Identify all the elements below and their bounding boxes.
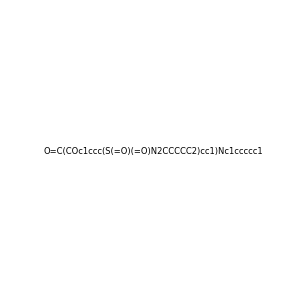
Text: O=C(COc1ccc(S(=O)(=O)N2CCCCC2)cc1)Nc1ccccc1: O=C(COc1ccc(S(=O)(=O)N2CCCCC2)cc1)Nc1ccc… xyxy=(44,147,264,156)
